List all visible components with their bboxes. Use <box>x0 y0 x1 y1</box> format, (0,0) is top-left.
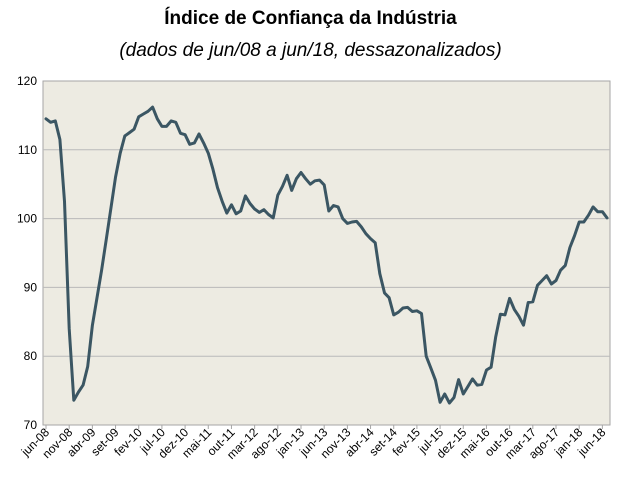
y-axis: 70 80 90 100 110 120 <box>17 74 37 432</box>
x-axis: jun-08nov-08abr-09set-09fev-10jul-10dez-… <box>18 425 609 462</box>
y-tick-label: 110 <box>18 143 37 157</box>
series-layer <box>44 105 609 405</box>
y-tick-label: 120 <box>17 74 37 88</box>
y-tick-label: 90 <box>24 280 38 294</box>
chart-title: Índice de Confiança da Indústria <box>164 8 457 29</box>
y-tick-label: 70 <box>24 418 38 432</box>
chart-subtitle: (dados de jun/08 a jun/18, dessazonaliza… <box>119 40 502 61</box>
y-tick-label: 80 <box>24 349 38 363</box>
series-line <box>44 105 609 405</box>
plot-area <box>42 80 611 426</box>
gridlines <box>43 149 610 357</box>
y-tick-label: 100 <box>17 212 37 226</box>
